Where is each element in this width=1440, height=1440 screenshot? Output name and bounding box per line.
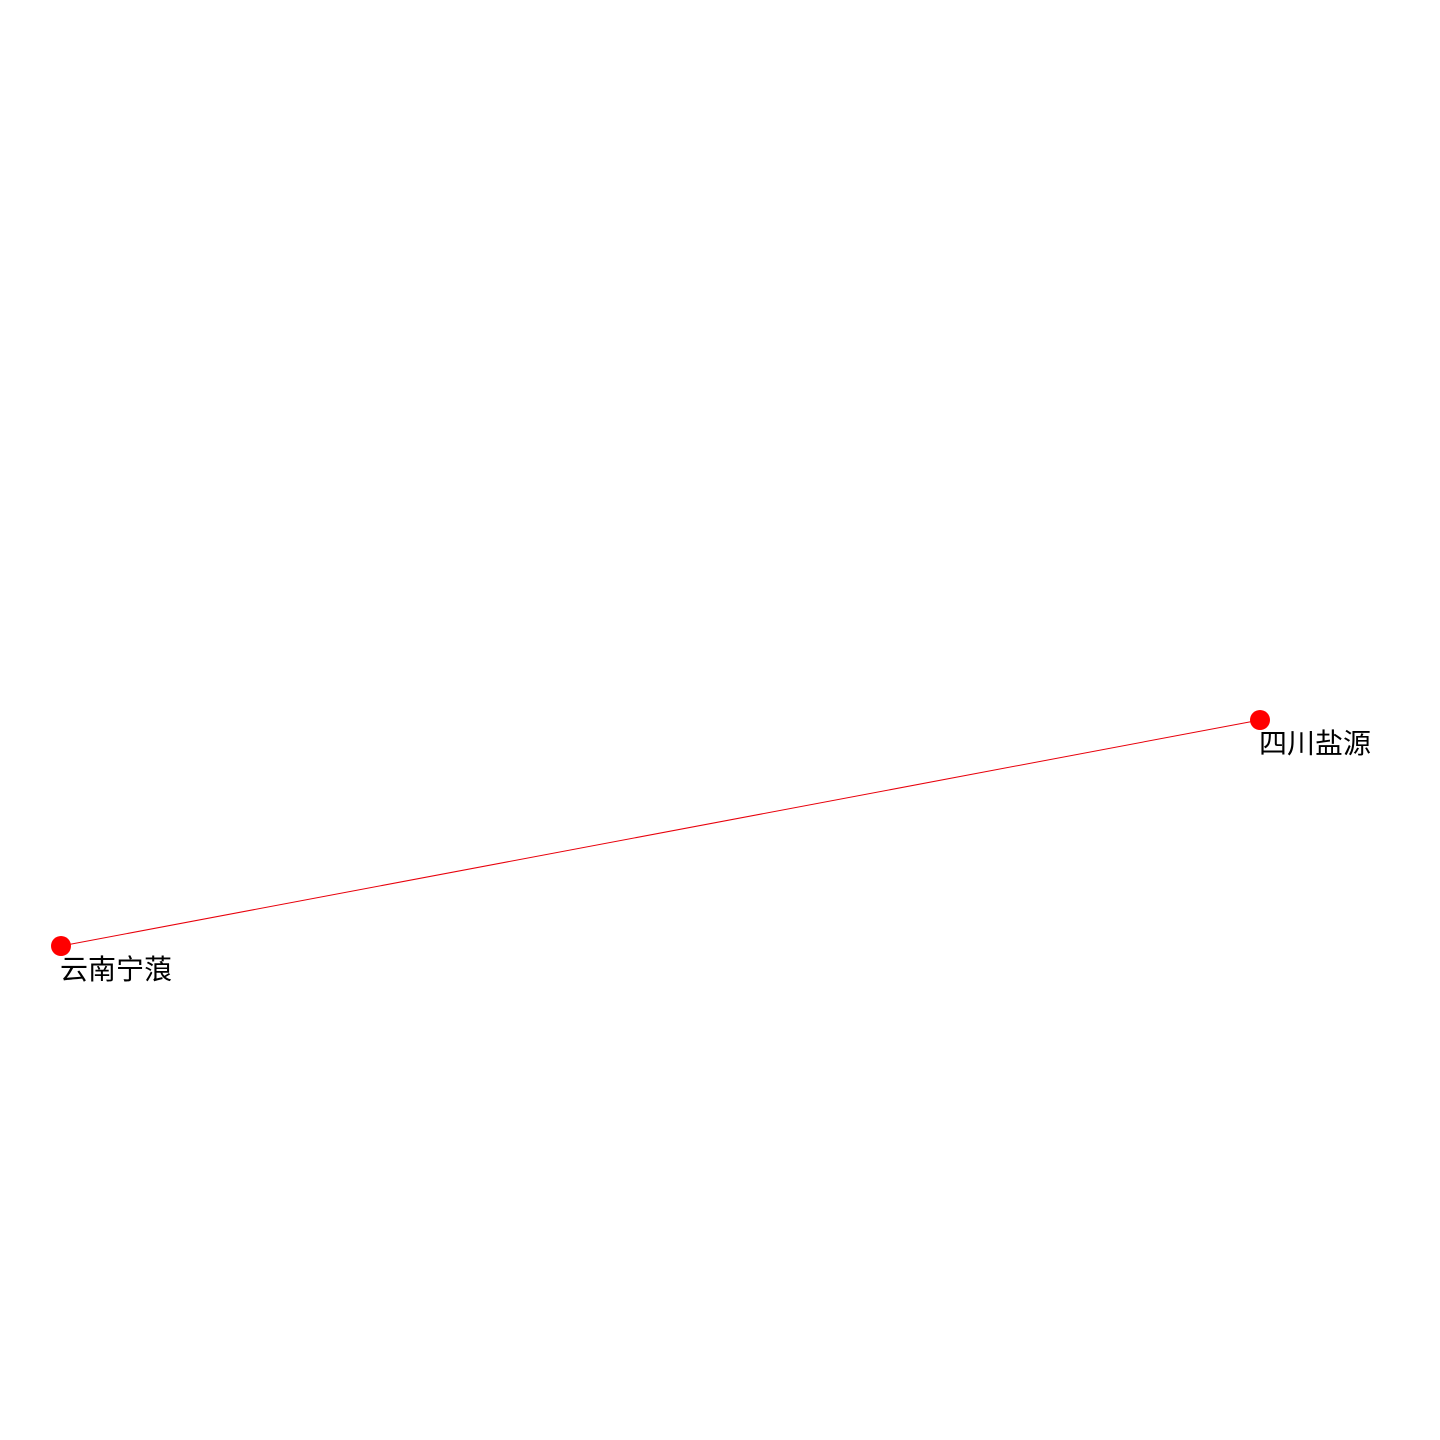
labels-layer: 四川盐源 云南宁蒗 [60,727,1371,986]
node-sichuan-yanyuan [1250,710,1270,730]
nodes-layer [51,710,1270,956]
node-label-yunnan-ninglang: 云南宁蒗 [60,953,172,986]
edges-layer [60,719,1261,947]
node-yunnan-ninglang [51,936,71,956]
node-label-sichuan-yanyuan: 四川盐源 [1259,727,1371,760]
edge-sichuan-yanyuan-yunnan-ninglang [60,719,1261,947]
